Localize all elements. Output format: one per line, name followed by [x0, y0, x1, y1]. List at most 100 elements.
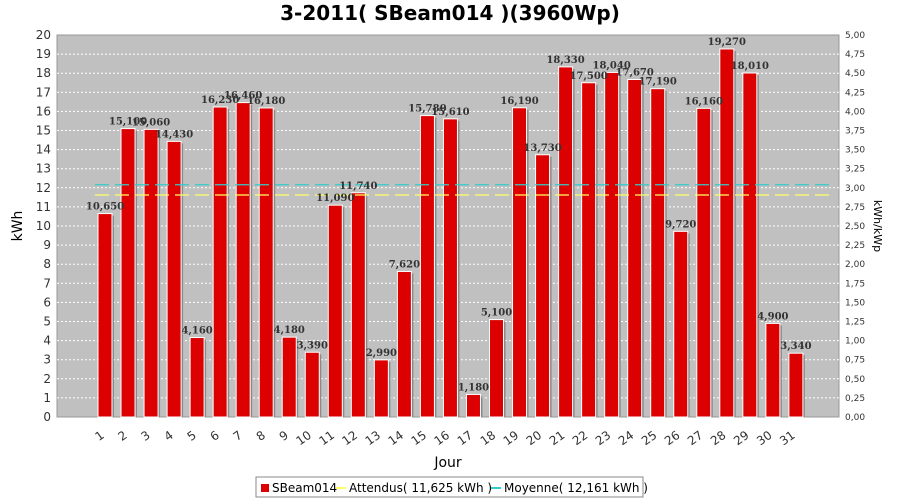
- y-tick-label: 4: [43, 334, 51, 348]
- legend-swatch-series: [261, 484, 269, 492]
- y-tick-label: 3: [43, 353, 51, 367]
- bar: [120, 128, 136, 418]
- bar: [627, 79, 643, 418]
- data-label: 16,230: [201, 95, 239, 106]
- bar: [143, 128, 159, 418]
- y-tick-label: 0: [43, 410, 51, 424]
- legend: SBeam014 Attendus( 11,625 kWh ) Moyenne(…: [255, 476, 648, 498]
- y-right-tick-label: 1,25: [845, 318, 865, 328]
- bar: [235, 102, 251, 418]
- y-tick-label: 17: [36, 85, 51, 99]
- bar: [742, 72, 758, 418]
- bar: [258, 107, 274, 418]
- data-label: 3,340: [780, 341, 811, 352]
- y-right-tick-label: 4,00: [845, 107, 865, 117]
- y-tick-label: 16: [36, 104, 51, 118]
- legend-box: [255, 476, 644, 498]
- y-right-tick-label: 1,50: [845, 298, 865, 308]
- data-label: 13,730: [523, 143, 561, 154]
- y-tick-label: 6: [43, 295, 51, 309]
- y-right-tick-label: 3,25: [845, 165, 865, 175]
- data-label: 14,430: [155, 129, 193, 140]
- bar: [512, 107, 528, 418]
- y-right-tick-label: 0,00: [845, 413, 865, 423]
- y-right-tick-label: 2,00: [845, 260, 865, 270]
- y-tick-label: 2: [43, 372, 51, 386]
- y-tick-label: 5: [43, 315, 51, 329]
- x-axis-label: Jour: [433, 455, 462, 471]
- y-axis-right-ticks: 0,00 0,25 0,50 0,75 1,00 1,25 1,50 1,75 2,00 2,25…: [845, 31, 865, 423]
- data-label: 16,460: [224, 91, 262, 102]
- data-label: 16,180: [247, 96, 285, 107]
- y-right-tick-label: 1,75: [845, 279, 865, 289]
- y-tick-label: 20: [36, 28, 51, 42]
- bar: [442, 118, 458, 418]
- y-tick-label: 1: [43, 391, 51, 405]
- legend-label-series: SBeam014: [272, 481, 337, 495]
- y-tick-label: 19: [36, 47, 51, 61]
- y-right-tick-label: 2,75: [845, 203, 865, 213]
- data-label: 4,160: [181, 326, 212, 337]
- bar: [212, 106, 228, 418]
- y-tick-label: 15: [36, 124, 51, 138]
- bar: [373, 359, 389, 418]
- bar: [97, 213, 113, 418]
- y-right-tick-label: 0,50: [845, 375, 865, 385]
- chart-title: 3-2011( SBeam014 )(3960Wp): [280, 1, 620, 25]
- bar: [166, 140, 182, 418]
- y-right-tick-label: 3,00: [845, 184, 865, 194]
- y-tick-label: 7: [43, 276, 51, 290]
- bar: [765, 322, 781, 418]
- data-label: 4,180: [274, 325, 305, 336]
- data-label: 19,270: [708, 37, 746, 48]
- bar: [673, 230, 689, 418]
- data-label: 7,620: [389, 259, 420, 270]
- y-right-tick-label: 0,25: [845, 394, 865, 404]
- data-label: 5,100: [481, 308, 512, 319]
- bar: [327, 204, 343, 418]
- y-right-tick-label: 1,00: [845, 337, 865, 347]
- data-label: 16,160: [685, 96, 723, 107]
- data-label: 4,900: [757, 311, 788, 322]
- data-label: 15,060: [132, 117, 170, 128]
- data-label: 9,720: [665, 219, 696, 230]
- data-label: 2,990: [366, 348, 397, 359]
- bar: [604, 71, 620, 418]
- y-right-tick-label: 2,25: [845, 241, 865, 251]
- legend-label-moyenne: Moyenne( 12,161 kWh ): [504, 481, 648, 495]
- bar: [419, 115, 435, 418]
- y-right-tick-label: 3,75: [845, 127, 865, 137]
- data-label: 3,390: [297, 340, 328, 351]
- y-right-tick-label: 5,00: [845, 31, 865, 41]
- y-tick-label: 13: [36, 162, 51, 176]
- y-tick-label: 8: [43, 257, 51, 271]
- y-right-tick-label: 3,50: [845, 146, 865, 156]
- y-right-tick-label: 2,50: [845, 222, 865, 232]
- bar: [535, 154, 551, 418]
- data-label: 18,010: [731, 61, 769, 72]
- y-tick-label: 18: [36, 66, 51, 80]
- data-label: 11,090: [316, 193, 354, 204]
- bar: [489, 319, 505, 418]
- bar: [788, 352, 804, 418]
- bar: [304, 351, 320, 418]
- y-axis-right-label: kWh/kWp: [871, 200, 884, 252]
- x-axis-ticks: 1 2 3 4 5 6 7 8 9 10 11 12 13 14 15 16 17 18 19 20 21 22 23 24 2…: [92, 428, 797, 448]
- data-label: 17,190: [639, 77, 677, 88]
- data-label: 18,330: [546, 55, 584, 66]
- y-tick-label: 9: [43, 238, 51, 252]
- y-right-tick-label: 4,25: [845, 88, 865, 98]
- bar: [558, 66, 574, 418]
- data-label: 15,100: [109, 117, 147, 128]
- bar: [350, 192, 366, 418]
- data-label: 15,610: [431, 107, 469, 118]
- bar: [650, 88, 666, 418]
- bar: [581, 82, 597, 418]
- legend-label-attendus: Attendus( 11,625 kWh ): [349, 481, 492, 495]
- data-label: 17,670: [616, 68, 654, 79]
- data-label: 15,780: [408, 104, 446, 115]
- bar: [396, 270, 412, 418]
